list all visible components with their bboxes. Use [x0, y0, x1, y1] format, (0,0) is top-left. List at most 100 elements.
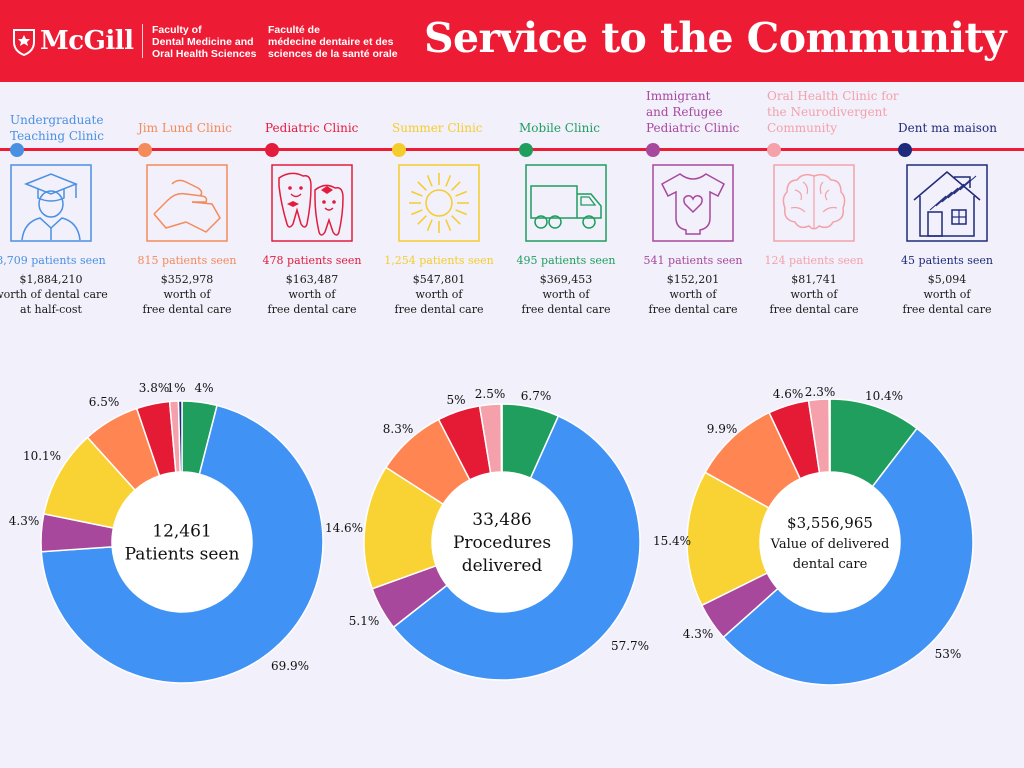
chart-center-label: delivered — [462, 556, 543, 576]
faculty-fr-line: sciences de la santé orale — [268, 48, 398, 60]
clinic-value: $1,884,210 worth of dental care at half-co… — [0, 272, 116, 317]
faculty-en-line: Dental Medicine and — [152, 36, 254, 48]
chart-center-value: 12,461 — [152, 522, 211, 542]
clinic-value: $81,741 worth of free dental care — [749, 272, 879, 317]
clinic-value-line: free dental care — [142, 303, 232, 316]
clinic-value-line: at half-cost — [20, 303, 82, 316]
faculty-en-line: Oral Health Sciences — [152, 48, 257, 60]
clinic-value-line: $369,453 — [539, 273, 593, 286]
clinic-name-line: the Neurodivergent — [767, 105, 888, 119]
slice-label: 3.8% — [139, 381, 170, 395]
slice-label: 69.9% — [271, 659, 309, 673]
slice-label: 15.4% — [653, 534, 691, 548]
truck-icon — [525, 164, 607, 242]
chart-center-value: 33,486 — [472, 510, 531, 530]
clinic-value: $152,201 worth of free dental care — [628, 272, 758, 317]
timeline-dot — [898, 143, 912, 157]
timeline-dot — [519, 143, 533, 157]
charts-area: 4% 69.9% 4.3% 10.1% 6.5% 3.8% 1% 12,461 Patients… — [0, 370, 1024, 768]
clinic-name-line: Teaching Clinic — [10, 129, 104, 143]
clinic-value-line: free dental care — [521, 303, 611, 316]
clinic-name-line: Pediatric Clinic — [646, 121, 740, 135]
graduate-icon — [10, 164, 92, 242]
header-bar: McGill Faculty of Dental Medicine and Or… — [0, 0, 1024, 82]
header-divider — [142, 24, 143, 58]
clinic-value-line: $1,884,210 — [19, 273, 83, 286]
clinic-patients-seen: 815 patients seen — [137, 254, 237, 267]
clinic-value-line: free dental care — [267, 303, 357, 316]
clinic-patients-seen: 124 patients seen — [764, 254, 864, 267]
clinic-value-line: free dental care — [769, 303, 859, 316]
chart-center-label: dental care — [793, 557, 868, 572]
slice-label: 4.6% — [773, 387, 804, 401]
donut-slice — [828, 398, 831, 473]
slice-label: 5.1% — [349, 614, 380, 628]
page-title: Service to the Community — [424, 14, 1007, 62]
clinic-name-line: Summer Clinic — [392, 121, 483, 135]
slice-label: 8.3% — [383, 422, 414, 436]
clinic-name: Undergraduate Teaching Clinic — [10, 112, 170, 144]
faculty-name-en: Faculty of Dental Medicine and Oral Heal… — [152, 24, 264, 60]
slice-label: 4.3% — [683, 627, 714, 641]
slice-label: 4.3% — [9, 514, 40, 528]
clinic-name: Dent ma maison — [898, 120, 1024, 136]
timeline-dot — [138, 143, 152, 157]
timeline-line — [0, 148, 1024, 151]
clinic-name-line: Jim Lund Clinic — [138, 121, 232, 135]
clinic-value-line: worth of — [288, 288, 336, 301]
faculty-fr-line: Faculté de — [268, 24, 320, 36]
chart-center-value: $3,556,965 — [787, 514, 873, 532]
clinic-name-line: Immigrant — [646, 89, 711, 103]
donut-slice — [500, 403, 503, 473]
slice-label: 6.5% — [89, 395, 120, 409]
teeth-icon — [271, 164, 353, 242]
clinic-value: $369,453 worth of free dental care — [501, 272, 631, 317]
clinic-name: Oral Health Clinic for the Neurodivergent… — [767, 88, 927, 136]
clinic-name-line: Pediatric Clinic — [265, 121, 359, 135]
brain-icon — [773, 164, 855, 242]
clinic-value-line: free dental care — [394, 303, 484, 316]
clinic-value-line: free dental care — [902, 303, 992, 316]
clinic-value-line: worth of — [415, 288, 463, 301]
sun-icon — [398, 164, 480, 242]
clinic-value-line: worth of — [163, 288, 211, 301]
slice-label: 10.4% — [865, 389, 903, 403]
timeline-dot — [646, 143, 660, 157]
clinic-value-line: worth of — [669, 288, 717, 301]
clinic-value: $352,978 worth of free dental care — [122, 272, 252, 317]
slice-label: 6.7% — [521, 389, 552, 403]
donut-hole — [432, 472, 572, 612]
clinic-value-line: $547,801 — [412, 273, 466, 286]
slice-label: 57.7% — [611, 639, 649, 653]
slice-label: 2.5% — [475, 387, 506, 401]
house-icon — [906, 164, 988, 242]
faculty-fr-line: médecine dentaire et des — [268, 36, 394, 48]
onesie-icon — [652, 164, 734, 242]
donut-charts: 4% 69.9% 4.3% 10.1% 6.5% 3.8%1% 12,461 Patients… — [9, 381, 974, 686]
clinic-patients-seen: 45 patients seen — [901, 254, 993, 267]
clinic-name: Immigrant and Refugee Pediatric Clinic — [646, 88, 806, 136]
donut-hole — [112, 472, 252, 612]
faculty-en-line: Faculty of — [152, 24, 202, 36]
slice-label: 1% — [166, 381, 185, 395]
donut-chart: 10.4% 53% 4.3% 15.4% 9.9% 4.6% 2.3% $3,556,965 V… — [653, 385, 974, 686]
clinic-value-line: worth of dental care — [0, 288, 108, 301]
donut-chart: 4% 69.9% 4.3% 10.1% 6.5% 3.8%1% 12,461 Patients… — [9, 381, 324, 684]
clinic-patients-seen: 8,709 patients seen — [0, 254, 106, 267]
faculty-name-fr: Faculté de médecine dentaire et des scie… — [268, 24, 400, 60]
slice-label: 5% — [446, 393, 465, 407]
donut-chart: 6.7% 57.7% 5.1% 14.6% 8.3% 5% 2.5% 33,486 Proced… — [325, 387, 649, 681]
handshake-icon — [146, 164, 228, 242]
clinic-value: $547,801 worth of free dental care — [374, 272, 504, 317]
clinic-value-line: $81,741 — [791, 273, 837, 286]
clinic-value-line: free dental care — [648, 303, 738, 316]
clinic-name-line: Undergraduate — [10, 113, 104, 127]
clinic-value: $163,487 worth of free dental care — [247, 272, 377, 317]
clinic-patients-seen: 495 patients seen — [516, 254, 616, 267]
mcgill-logo-text: McGill — [40, 26, 134, 56]
clinic-value-line: $352,978 — [160, 273, 214, 286]
timeline-dot — [265, 143, 279, 157]
clinic-value-line: worth of — [923, 288, 971, 301]
chart-center-label: Procedures — [453, 533, 551, 553]
clinic-name-line: Mobile Clinic — [519, 121, 600, 135]
